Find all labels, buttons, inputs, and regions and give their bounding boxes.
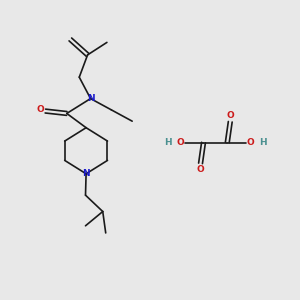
Text: H: H: [164, 138, 172, 147]
Text: N: N: [87, 94, 94, 103]
Text: O: O: [197, 165, 204, 174]
Text: O: O: [226, 111, 234, 120]
Text: O: O: [176, 138, 184, 147]
Text: H: H: [259, 138, 267, 147]
Text: O: O: [247, 138, 255, 147]
Text: O: O: [36, 105, 44, 114]
Text: N: N: [82, 169, 90, 178]
